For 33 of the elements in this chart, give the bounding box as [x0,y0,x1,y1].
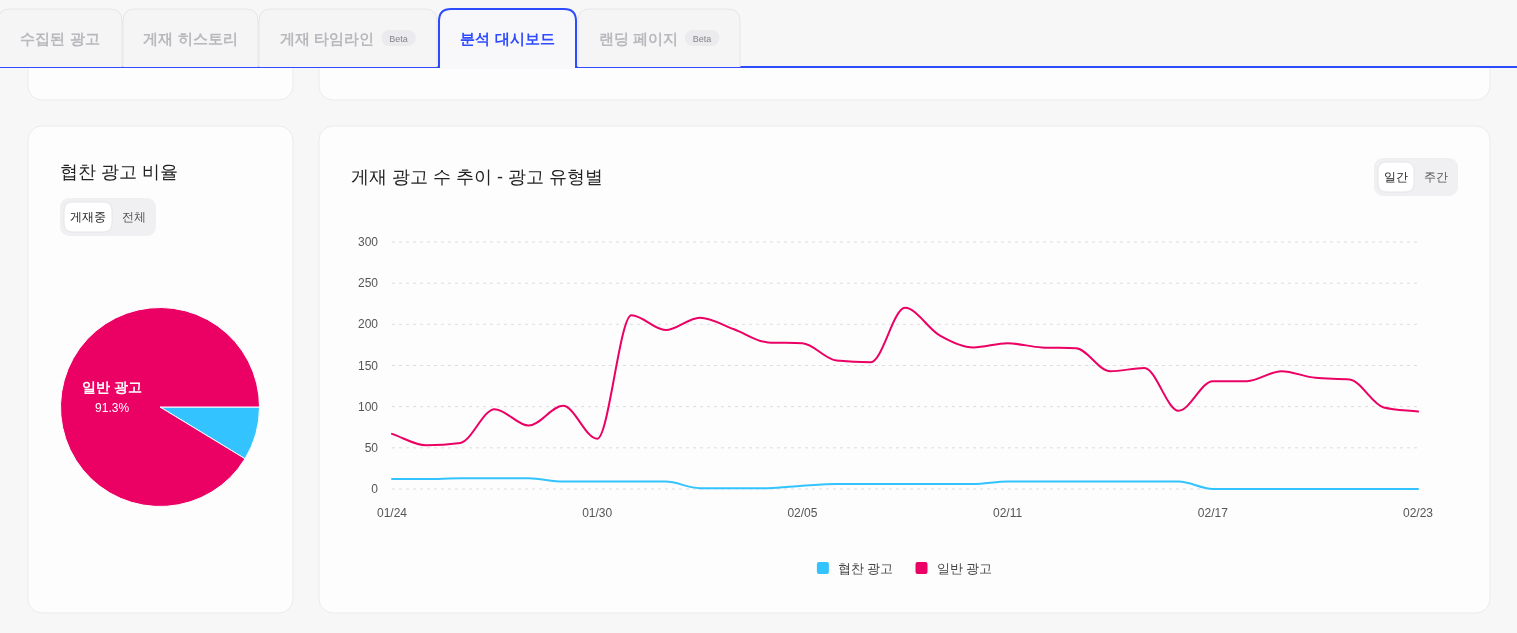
x-tick-label: 01/30 [582,506,613,520]
text: 전체 [122,210,146,224]
line-series [391,306,1419,447]
text: 수집된 광고 [20,30,100,47]
x-tick-label: 02/17 [1197,506,1229,520]
y-tick-label: 0 [371,482,379,496]
x-tick-label: 02/23 [1402,506,1434,520]
pie-slice [60,307,260,507]
data-label: 91.3% [95,400,130,415]
text: 게재 타임라인 [280,30,375,47]
text: Beta [389,34,408,44]
chart-title: 협찬 광고 비율 [60,162,179,182]
text: Beta [692,34,712,44]
y-tick-label: 250 [357,276,379,291]
text: 게재 히스토리 [143,30,238,47]
y-tick-label: 100 [357,399,379,414]
legend-label: 협찬 광고 [837,561,894,576]
y-tick-label: 200 [357,317,379,332]
text: 랜딩 페이지 [598,30,678,47]
x-tick-label: 01/24 [376,506,408,520]
x-tick-label: 02/11 [993,506,1023,520]
text: 분석 대시보드 [460,30,555,47]
slice-label: 일반 광고 [82,378,143,395]
text: 게재중 [70,210,106,224]
line-series [391,477,1419,490]
text: 일간 [1384,170,1408,184]
chart-title: 게재 광고 수 추이 - 광고 유형별 [351,167,603,187]
x-tick-label: 02/05 [787,506,818,520]
y-tick-label: 50 [364,440,379,455]
y-tick-label: 150 [357,358,379,373]
text: 주간 [1424,170,1448,184]
legend-label: 일반 광고 [936,561,993,576]
y-tick-label: 300 [357,235,379,249]
